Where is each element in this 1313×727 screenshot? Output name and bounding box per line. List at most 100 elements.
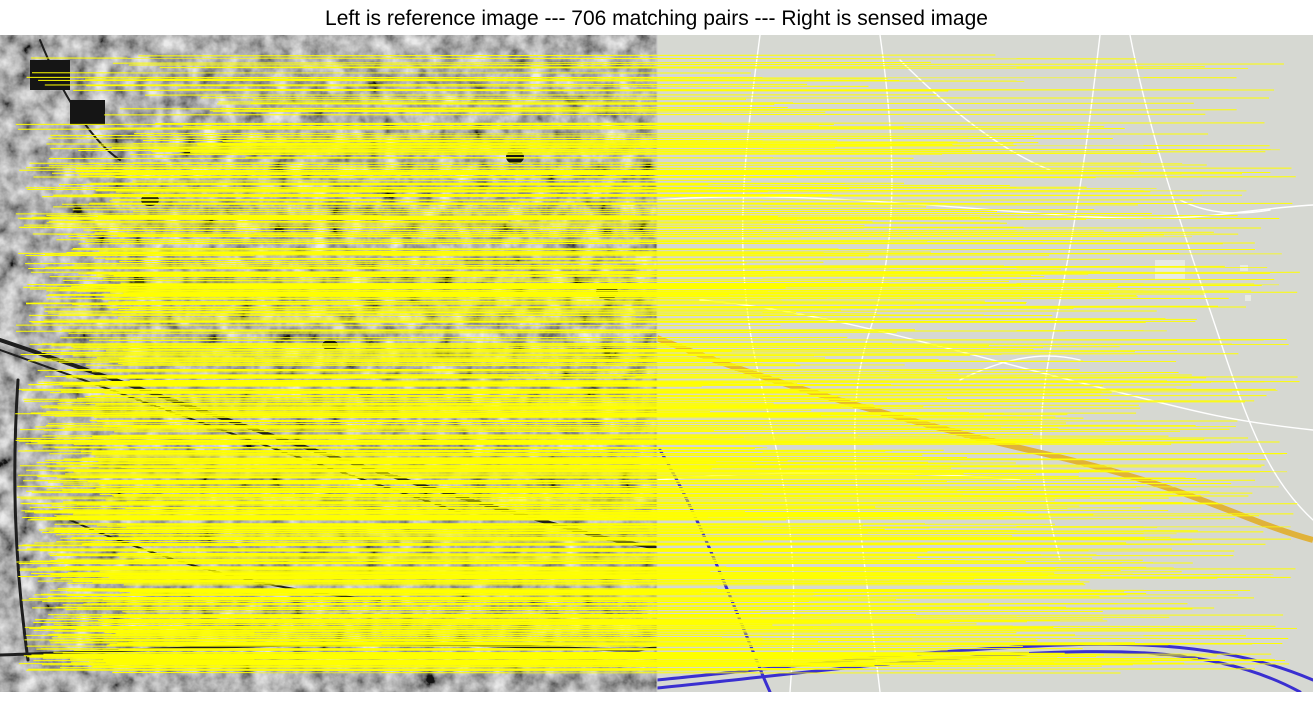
match-line bbox=[37, 348, 841, 351]
match-line bbox=[45, 265, 1225, 268]
match-line bbox=[22, 517, 1051, 519]
match-line bbox=[50, 642, 1283, 644]
match-line bbox=[57, 557, 1093, 560]
match-line bbox=[73, 346, 1120, 349]
match-line bbox=[46, 491, 1253, 494]
match-line bbox=[119, 261, 824, 263]
map-highway bbox=[657, 335, 1313, 543]
match-line bbox=[54, 415, 1056, 418]
match-line bbox=[95, 487, 1110, 490]
match-line bbox=[138, 54, 996, 57]
match-line bbox=[31, 57, 1136, 60]
match-line bbox=[159, 148, 999, 151]
match-line bbox=[120, 271, 1300, 274]
match-line bbox=[25, 302, 1027, 304]
match-line bbox=[68, 331, 897, 334]
match-line bbox=[197, 144, 1270, 147]
match-line bbox=[17, 549, 1089, 552]
match-line bbox=[17, 128, 1125, 130]
match-line bbox=[111, 280, 842, 283]
match-line bbox=[44, 459, 788, 462]
match-line bbox=[56, 266, 1067, 269]
match-line bbox=[96, 420, 1027, 423]
match-line bbox=[126, 577, 709, 580]
match-line bbox=[98, 218, 1087, 220]
match-line bbox=[41, 351, 1135, 353]
match-line bbox=[112, 672, 1121, 674]
match-line bbox=[121, 593, 1127, 595]
match-line bbox=[59, 667, 863, 670]
match-line bbox=[70, 566, 1147, 569]
match-line bbox=[26, 669, 749, 672]
match-line bbox=[68, 218, 797, 221]
match-line bbox=[129, 380, 1168, 382]
match-line bbox=[37, 441, 1280, 444]
match-line bbox=[47, 597, 766, 599]
match-line bbox=[18, 576, 1286, 578]
match-line bbox=[123, 614, 1284, 617]
match-line bbox=[29, 627, 814, 629]
match-lines bbox=[15, 54, 1300, 674]
match-line bbox=[63, 458, 874, 461]
match-line bbox=[28, 384, 1104, 387]
match-line bbox=[25, 186, 1087, 189]
match-line bbox=[104, 392, 1112, 395]
match-line bbox=[19, 464, 1265, 467]
match-line bbox=[101, 470, 1288, 473]
match-line bbox=[86, 85, 869, 87]
match-line bbox=[46, 294, 730, 296]
match-line bbox=[115, 579, 1080, 582]
match-line bbox=[155, 122, 1265, 124]
match-line bbox=[92, 582, 974, 585]
match-line bbox=[222, 140, 958, 143]
match-line bbox=[48, 164, 1207, 167]
match-line bbox=[30, 440, 1105, 443]
match-line bbox=[106, 376, 1130, 379]
match-line bbox=[91, 371, 1179, 373]
match-line bbox=[93, 439, 747, 442]
match-line bbox=[117, 552, 1028, 555]
match-line bbox=[62, 203, 1138, 206]
match-line bbox=[115, 632, 1017, 635]
match-line bbox=[118, 649, 723, 651]
match-line bbox=[66, 374, 1192, 377]
match-line bbox=[39, 550, 928, 553]
match-line bbox=[130, 388, 1177, 391]
match-line bbox=[43, 318, 1197, 321]
match-line bbox=[109, 568, 1296, 571]
match-line bbox=[245, 156, 914, 159]
match-line bbox=[35, 426, 820, 429]
match-line bbox=[33, 512, 919, 514]
match-line bbox=[20, 497, 1169, 500]
match-line bbox=[77, 607, 1019, 609]
match-line bbox=[178, 88, 1275, 91]
match-line bbox=[60, 537, 983, 539]
match-line bbox=[109, 199, 1194, 202]
match-line bbox=[57, 402, 774, 405]
match-line bbox=[98, 145, 971, 148]
match-line bbox=[57, 407, 1141, 410]
match-line bbox=[47, 632, 744, 635]
match-line bbox=[44, 405, 924, 408]
match-line bbox=[28, 668, 796, 671]
match-line bbox=[58, 360, 1084, 363]
match-line bbox=[17, 485, 1137, 488]
match-line bbox=[209, 109, 1237, 112]
match-line bbox=[120, 282, 1255, 285]
match-line bbox=[110, 434, 1033, 436]
match-line bbox=[57, 477, 1197, 479]
match-line bbox=[109, 514, 1039, 517]
match-line bbox=[56, 515, 1260, 518]
match-line bbox=[134, 511, 745, 513]
match-line bbox=[87, 217, 1280, 219]
match-line bbox=[107, 525, 1291, 528]
match-line bbox=[107, 590, 1125, 593]
match-line bbox=[95, 190, 768, 192]
match-line bbox=[94, 231, 1214, 234]
match-line bbox=[32, 216, 778, 218]
match-line bbox=[20, 567, 1056, 570]
match-line bbox=[115, 573, 1274, 576]
match-line bbox=[25, 262, 747, 265]
match-line bbox=[108, 300, 783, 303]
match-line bbox=[70, 476, 1186, 479]
